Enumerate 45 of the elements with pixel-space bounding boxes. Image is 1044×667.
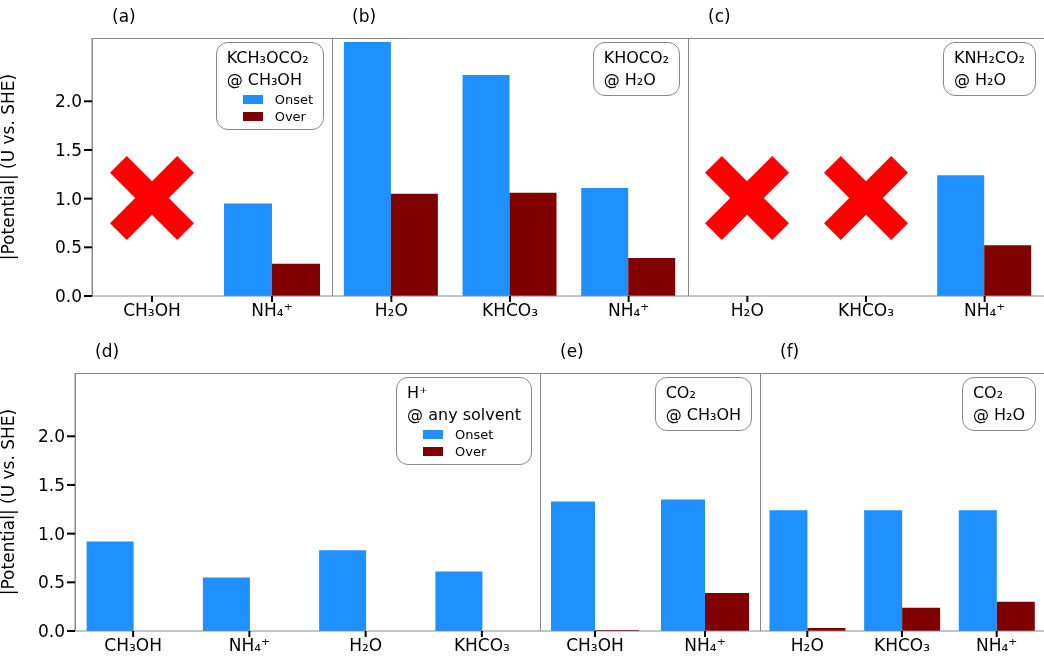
legend-label: Over [273, 108, 307, 125]
annotation: CO₂ @ H₂O [972, 382, 1025, 426]
y-tick-label: 0.0 [37, 621, 65, 642]
annotation: H⁺ @ any solvent [407, 382, 521, 426]
legend-label: Onset [454, 426, 495, 443]
chart-title: (a) [112, 6, 136, 26]
x-tick-label: NH₄⁺ [684, 635, 726, 656]
y-tick-label: 1.5 [54, 140, 82, 160]
x-tick-label: KHCO₃ [482, 300, 538, 321]
y-tick-label: 0.0 [54, 286, 82, 307]
x-tick-label: CH₃OH [123, 300, 181, 321]
x-tick-label: NH₄⁺ [608, 300, 650, 321]
chart-title: (b) [352, 6, 377, 26]
legend-label: Over [454, 443, 488, 460]
x-tick-label: H₂O [730, 300, 764, 321]
x-tick-label: NH₄⁺ [976, 635, 1018, 656]
y-tick-label: 1.0 [37, 523, 65, 544]
x-tick-label: H₂O [374, 300, 408, 321]
y-tick-label: 0.5 [37, 572, 65, 593]
chart-title: (c) [708, 6, 731, 26]
chart-title: (e) [560, 341, 584, 361]
x-tick-label: CH₃OH [566, 635, 624, 656]
x-tick-label: KHCO₃ [838, 300, 894, 321]
legend-label: Onset [273, 91, 313, 108]
y-tick-label: 2.0 [54, 91, 82, 112]
annotation: CO₂ @ CH₃OH [665, 382, 741, 426]
annotation: KHOCO₂ @ H₂O [603, 47, 669, 91]
y-tick-label: 1.5 [37, 475, 65, 495]
chart-title: (d) [95, 341, 120, 361]
y-tick-label: 0.5 [54, 237, 82, 258]
x-tick-label: KHCO₃ [453, 635, 510, 656]
y-tick-label: 2.0 [37, 426, 65, 447]
annotation: KCH₃OCO₂ @ CH₃OH [226, 47, 310, 91]
x-tick-label: H₂O [790, 635, 824, 656]
x-tick-label: NH₄⁺ [964, 300, 1006, 321]
chart-title: (f) [780, 341, 800, 361]
x-tick-label: NH₄⁺ [251, 300, 293, 321]
y-axis-title: |Potential| (U vs. SHE) [0, 408, 19, 596]
y-tick-label: 1.0 [54, 188, 82, 209]
y-axis-title: |Potential| (U vs. SHE) [0, 73, 19, 261]
x-tick-label: CH₃OH [104, 635, 162, 656]
x-tick-label: NH₄⁺ [228, 635, 271, 656]
x-tick-label: H₂O [349, 635, 383, 656]
x-tick-label: KHCO₃ [874, 635, 930, 656]
annotation: KNH₂CO₂ @ H₂O [953, 47, 1025, 91]
